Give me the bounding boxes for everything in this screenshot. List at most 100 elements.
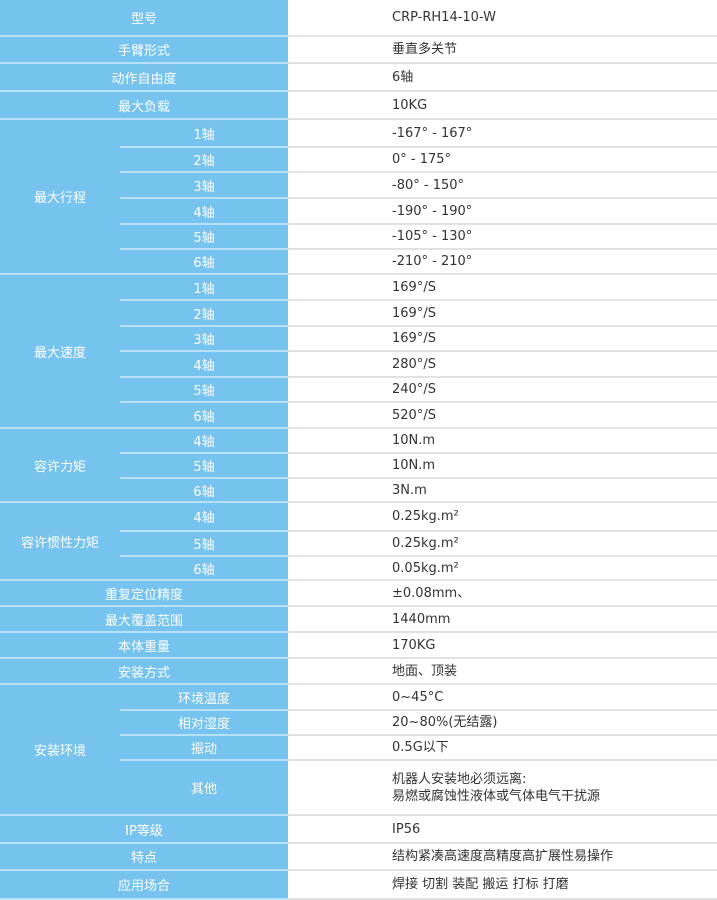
- spec-row: 容许力矩 4轴 10N.m: [0, 428, 717, 503]
- group-label: 安装环境: [0, 684, 120, 816]
- sub-label: 其他: [120, 760, 289, 816]
- spec-value: -80° - 150°: [288, 172, 717, 199]
- sub-label: 4轴: [120, 502, 289, 532]
- sub-label: 4轴: [120, 198, 289, 225]
- value-line: 240°/S: [392, 382, 436, 397]
- spec-row: 振动 0.5G以下: [0, 735, 717, 761]
- value-line: 169°/S: [392, 305, 436, 321]
- spec-value: 0° - 175°: [288, 147, 717, 173]
- sub-label: 环境温度: [120, 684, 289, 711]
- group-label: 最大行程: [0, 119, 120, 275]
- spec-value: 240°/S: [288, 377, 717, 403]
- sub-label: 3轴: [120, 326, 289, 352]
- spec-value: 3N.m: [288, 478, 717, 503]
- spec-row: 4轴 280°/S: [0, 351, 717, 378]
- sub-label: 1轴: [120, 119, 289, 148]
- sub-label: 5轴: [120, 377, 289, 403]
- spec-row: 重复定位精度 ±0.08mm、: [0, 580, 717, 607]
- group-label: 容许力矩: [0, 428, 120, 503]
- value-line: -190° - 190°: [392, 203, 473, 219]
- value-line: 20~80%(无结露): [392, 715, 498, 730]
- spec-label: 型号: [0, 0, 289, 37]
- sub-label: 5轴: [120, 224, 289, 250]
- spec-value: 结构紧凑高速度高精度高扩展性易操作: [288, 843, 717, 871]
- sub-label: 5轴: [120, 453, 289, 479]
- spec-value: 6轴: [288, 63, 717, 92]
- spec-value: -167° - 167°: [288, 119, 717, 148]
- spec-row: 2轴 169°/S: [0, 300, 717, 327]
- spec-row: 安装方式 地面、顶装: [0, 658, 717, 685]
- spec-value: 0~45°C: [288, 684, 717, 711]
- spec-row: 4轴 -190° - 190°: [0, 198, 717, 225]
- spec-value: 169°/S: [288, 300, 717, 327]
- value-line: -210° - 210°: [392, 254, 473, 269]
- spec-label: 最大负载: [0, 91, 289, 120]
- sub-label: 2轴: [120, 300, 289, 327]
- sub-label: 3轴: [120, 172, 289, 199]
- spec-row: 特点 结构紧凑高速度高精度高扩展性易操作: [0, 843, 717, 871]
- spec-value: 机器人安装地必须远离: 易燃或腐蚀性液体或气体电气干扰源: [288, 760, 717, 816]
- spec-value: -210° - 210°: [288, 249, 717, 275]
- value-line: 0° - 175°: [392, 152, 452, 167]
- value-line: 10N.m: [392, 433, 436, 448]
- sub-label: 6轴: [120, 402, 289, 429]
- spec-value: 169°/S: [288, 274, 717, 301]
- spec-row: 2轴 0° - 175°: [0, 147, 717, 173]
- value-line: -167° - 167°: [392, 125, 473, 141]
- value-line: 0.25kg.m²: [392, 509, 459, 524]
- spec-row: 6轴 520°/S: [0, 402, 717, 429]
- spec-label: 手臂形式: [0, 36, 289, 64]
- sub-label: 1轴: [120, 274, 289, 301]
- spec-label: 重复定位精度: [0, 580, 289, 607]
- spec-value: 0.25kg.m²: [288, 502, 717, 532]
- spec-row: 最大行程 1轴 -167° - 167°: [0, 119, 717, 275]
- spec-row: 6轴 -210° - 210°: [0, 249, 717, 275]
- spec-label: 最大覆盖范围: [0, 606, 289, 633]
- spec-value: IP56: [288, 815, 717, 844]
- spec-value: ±0.08mm、: [288, 580, 717, 607]
- spec-value: 焊接 切割 装配 搬运 打标 打磨: [288, 870, 717, 900]
- value-line: 机器人安装地必须远离:: [392, 771, 527, 787]
- spec-row: 型号 CRP-RH14-10-W: [0, 0, 717, 37]
- value-line: 0.5G以下: [392, 740, 449, 755]
- spec-row: 手臂形式 垂直多关节: [0, 36, 717, 64]
- spec-label: 动作自由度: [0, 63, 289, 92]
- spec-value: 10N.m: [288, 453, 717, 479]
- spec-value: 0.25kg.m²: [288, 531, 717, 557]
- spec-value: 10N.m: [288, 428, 717, 454]
- spec-value: 地面、顶装: [288, 658, 717, 685]
- spec-row: IP等级 IP56: [0, 815, 717, 844]
- sub-label: 6轴: [120, 478, 289, 503]
- value-line: 520°/S: [392, 407, 436, 423]
- spec-row: 3轴 -80° - 150°: [0, 172, 717, 199]
- spec-value: 0.5G以下: [288, 735, 717, 761]
- spec-label: 本体重量: [0, 632, 289, 659]
- value-line: 0.25kg.m²: [392, 536, 459, 551]
- spec-label: 安装方式: [0, 658, 289, 685]
- spec-value: 170KG: [288, 632, 717, 659]
- spec-value: 520°/S: [288, 402, 717, 429]
- value-line: 0.05kg.m²: [392, 560, 459, 576]
- spec-row: 6轴 3N.m: [0, 478, 717, 503]
- spec-value: 280°/S: [288, 351, 717, 378]
- spec-value: 垂直多关节: [288, 36, 717, 64]
- value-line: 0~45°C: [392, 689, 444, 705]
- value-line: -105° - 130°: [392, 229, 473, 244]
- value-line: 3N.m: [392, 482, 427, 498]
- spec-row: 5轴 10N.m: [0, 453, 717, 479]
- spec-row: 其他 机器人安装地必须远离: 易燃或腐蚀性液体或气体电气干扰源: [0, 760, 717, 816]
- value-line: 169°/S: [392, 331, 436, 346]
- sub-label: 4轴: [120, 351, 289, 378]
- spec-value: 10KG: [288, 91, 717, 120]
- spec-row: 6轴 0.05kg.m²: [0, 556, 717, 581]
- sub-label: 6轴: [120, 556, 289, 581]
- spec-row: 相对湿度 20~80%(无结露): [0, 710, 717, 736]
- sub-label: 4轴: [120, 428, 289, 454]
- spec-row: 应用场合 焊接 切割 装配 搬运 打标 打磨: [0, 870, 717, 900]
- spec-row: 本体重量 170KG: [0, 632, 717, 659]
- value-line: 169°/S: [392, 279, 436, 295]
- spec-row: 动作自由度 6轴: [0, 63, 717, 92]
- sub-label: 2轴: [120, 147, 289, 173]
- spec-value: CRP-RH14-10-W: [288, 0, 717, 37]
